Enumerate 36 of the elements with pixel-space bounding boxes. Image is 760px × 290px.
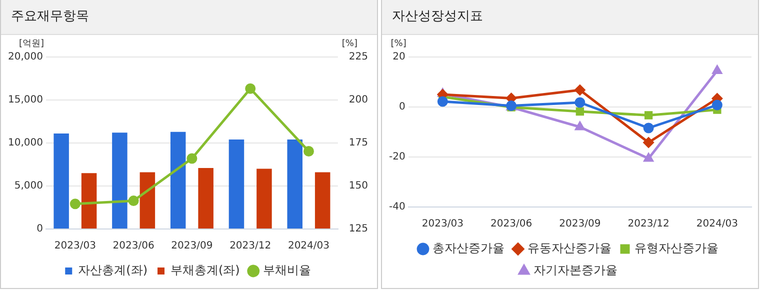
y2-tick-label: 125 [348, 224, 368, 235]
x-tick-label: 2023/09 [171, 240, 213, 252]
x-tick-label: 2023/12 [230, 240, 272, 252]
x-tick-label: 2023/12 [628, 218, 670, 230]
legend-label: 부채비율 [262, 263, 311, 278]
y-tick-label: 10,000 [8, 138, 43, 149]
legend-label: 부채총계(좌) [170, 263, 240, 278]
y-axis-title: [억원] [18, 38, 44, 49]
x-tick-label: 2023/06 [112, 240, 154, 252]
x-tick-label: 2023/03 [54, 240, 96, 252]
y-tick-label: 0 [398, 102, 406, 113]
y-tick-label: 0 [36, 224, 43, 235]
y-axis-title: [%] [390, 38, 406, 49]
y2-axis-title: [%] [342, 38, 358, 49]
y-tick-label: 5,000 [14, 180, 43, 192]
y-tick-label: -20 [388, 152, 406, 163]
chart-title: 주요재무항목 [1, 0, 377, 35]
legend-label: 자기자본증가율 [534, 263, 618, 278]
x-tick-label: 2024/03 [696, 218, 738, 230]
y2-tick-label: 225 [348, 52, 368, 63]
y-tick-label: 20,000 [8, 52, 43, 63]
x-tick-label: 2023/03 [422, 218, 464, 230]
x-tick-label: 2024/03 [288, 240, 330, 252]
legend-label: 유형자산증가율 [634, 241, 718, 256]
chart-title: 자산성장성지표 [382, 0, 758, 35]
legend-label: 총자산증가율 [432, 241, 504, 256]
y2-tick-label: 200 [348, 94, 368, 106]
y-tick-label: 15,000 [8, 94, 43, 106]
x-tick-label: 2023/06 [490, 218, 532, 230]
y-tick-label: 20 [392, 52, 406, 63]
legend-label: 자산총계(좌) [78, 263, 148, 278]
x-tick-label: 2023/09 [559, 218, 601, 230]
y2-tick-label: 175 [348, 138, 368, 149]
y2-tick-label: 150 [348, 180, 368, 192]
legend-label: 유동자산증가율 [528, 241, 612, 256]
y-tick-label: -40 [388, 202, 406, 213]
